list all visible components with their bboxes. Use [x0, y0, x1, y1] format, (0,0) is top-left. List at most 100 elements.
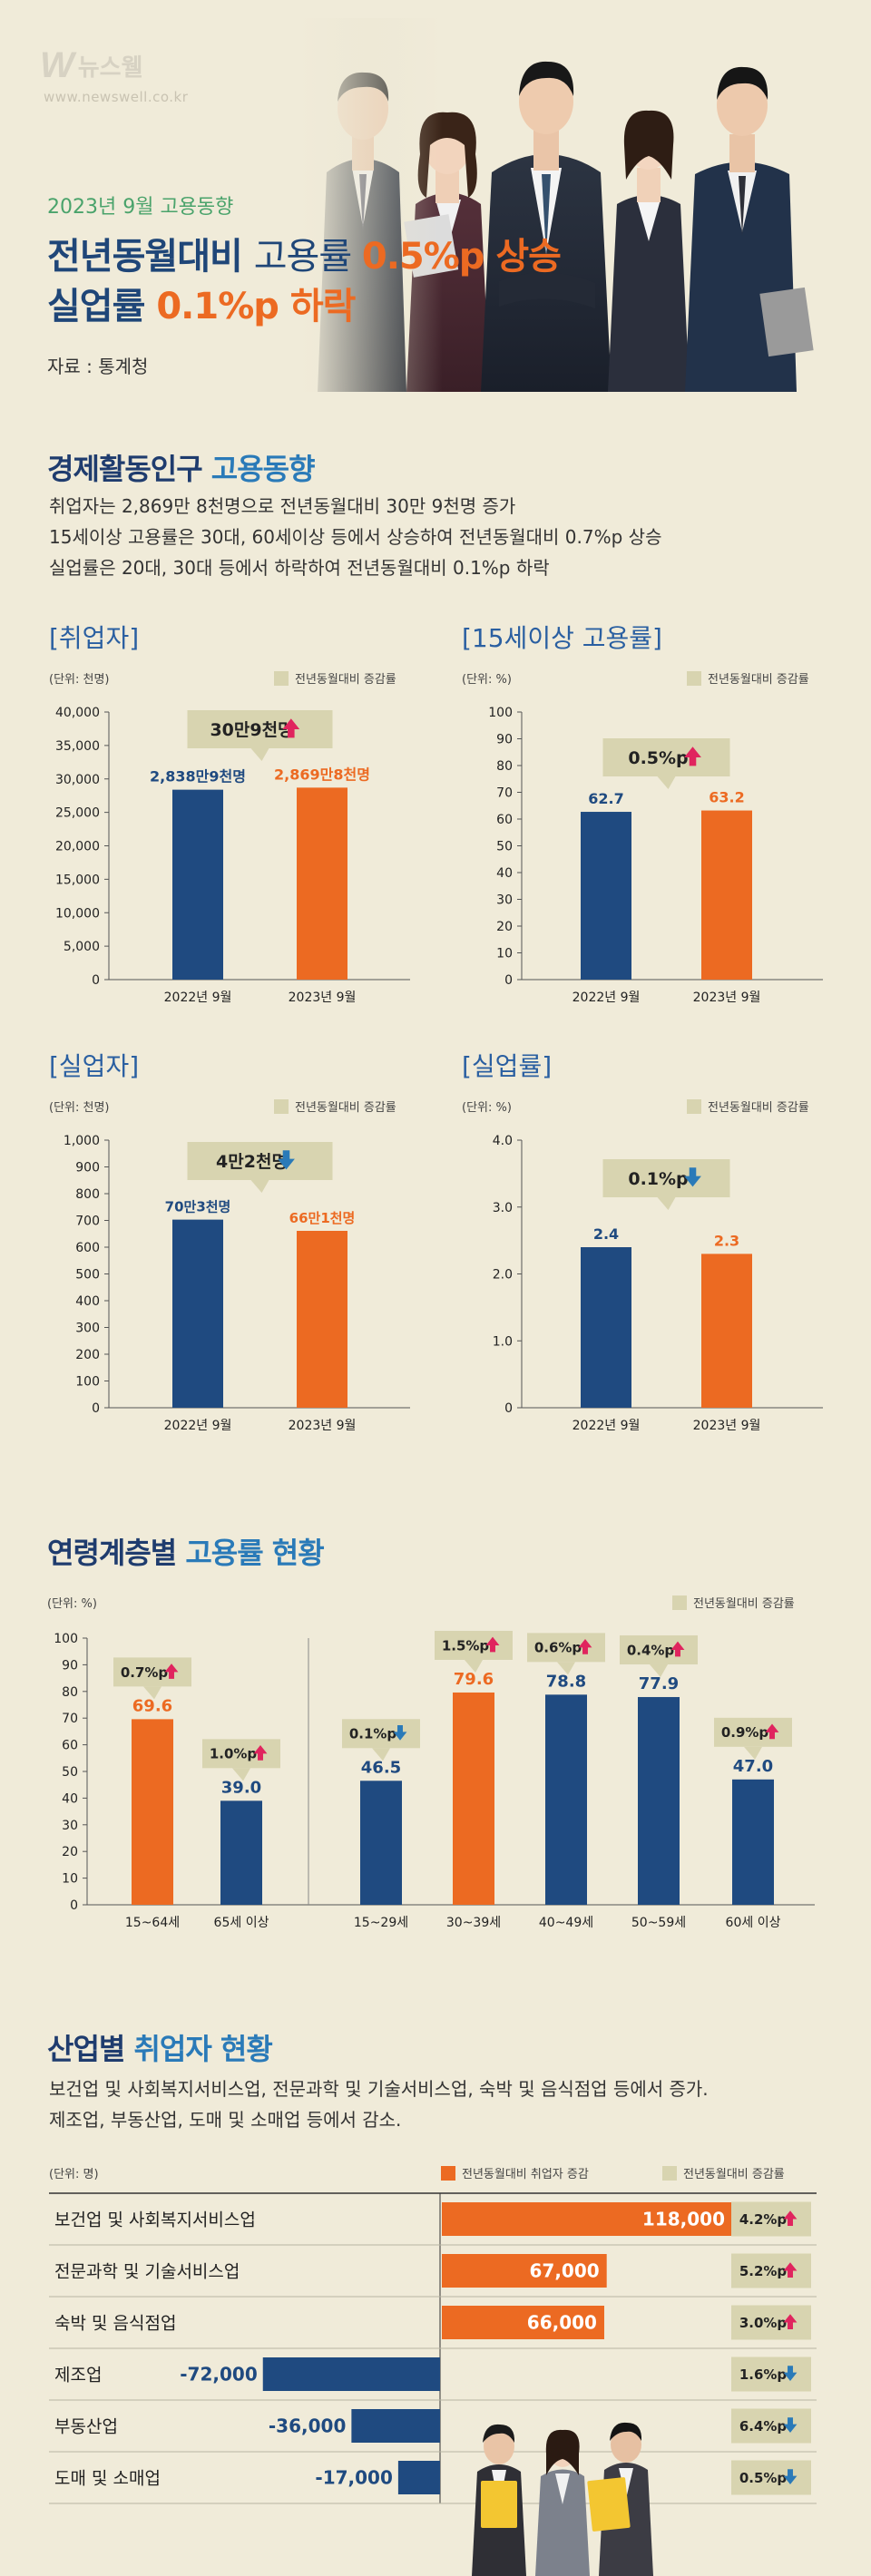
- age-chart-unit: (단위: %): [47, 1597, 97, 1611]
- section-title-employment: 경제활동인구 고용동향: [47, 446, 316, 488]
- y-tick-label: 10: [62, 1872, 78, 1887]
- value-label: 70만3천명: [165, 1199, 231, 1215]
- value-label: 2,838만9천명: [150, 768, 246, 785]
- y-tick-label: 80: [496, 759, 513, 774]
- y-tick-label: 10,000: [55, 906, 100, 921]
- age-chart-legend: 전년동월대비 증감률: [672, 1594, 795, 1611]
- logo: W 뉴스웰: [40, 45, 143, 86]
- up-arrow-icon: [783, 2262, 798, 2278]
- y-tick-label: 20: [62, 1845, 78, 1859]
- section-desc-industry: 보건업 및 사회복지서비스업, 전문과학 및 기술서비스업, 숙박 및 음식점업…: [49, 2073, 709, 2135]
- badge-pointer: [250, 748, 269, 761]
- value-label: -72,000: [180, 2364, 257, 2386]
- change-badge: [602, 1159, 730, 1197]
- badge-pointer: [744, 1746, 762, 1760]
- bar: [442, 2254, 607, 2288]
- change-label: 0.7%p: [121, 1664, 169, 1681]
- hero-headline-1-a: 전년동월대비: [47, 236, 254, 278]
- section-title-industry-a: 산업별: [47, 2032, 134, 2066]
- hero-headline-2: 실업률 0.1%p 하락: [47, 277, 356, 329]
- y-tick-label: 40,000: [55, 706, 100, 720]
- age-chart: 100908070605040302010069.615~64세0.7%p39.…: [54, 1630, 815, 1930]
- legend-swatch: [687, 1099, 701, 1114]
- y-tick-label: 3.0: [493, 1201, 513, 1215]
- up-arrow-icon: [485, 1636, 500, 1653]
- source-text: 자료 : 통계청: [47, 356, 149, 377]
- industry-chart: 보건업 및 사회복지서비스업 118,000 4.2%p 전문과학 및 기술서비스업 6…: [49, 2192, 817, 2504]
- change-badge: [731, 2460, 811, 2495]
- y-tick-label: 0: [504, 973, 513, 988]
- up-arrow-icon: [783, 2210, 798, 2226]
- change-badge: [187, 710, 333, 748]
- bar: [262, 2357, 440, 2391]
- x-tick-label: 2022년 9월: [573, 990, 641, 1005]
- x-tick-label: 2022년 9월: [164, 1419, 232, 1433]
- change-badge: [714, 1717, 792, 1747]
- bar: [172, 789, 223, 980]
- value-label: 39.0: [221, 1778, 261, 1797]
- badge-pointer: [232, 1768, 250, 1781]
- y-tick-label: 10: [496, 947, 513, 961]
- bar: [442, 2306, 604, 2339]
- change-badge: [731, 2408, 811, 2444]
- bar: [701, 810, 752, 980]
- industry-label: 부동산업: [54, 2417, 118, 2437]
- desc-line: 취업자는 2,869만 8천명으로 전년동월대비 30만 9천명 증가: [49, 495, 516, 517]
- change-badge: [731, 2305, 811, 2340]
- legend-swatch: [662, 2165, 677, 2181]
- change-label: 0.1%p: [349, 1726, 397, 1742]
- section-title-industry-b: 취업자 현황: [133, 2032, 272, 2066]
- change-label: 6.4%p: [739, 2418, 788, 2435]
- legend-swatch: [672, 1595, 687, 1610]
- change-badge: [187, 1142, 333, 1180]
- y-tick-label: 30,000: [55, 773, 100, 787]
- y-tick-label: 2.0: [493, 1268, 513, 1283]
- change-badge: [113, 1657, 191, 1687]
- industry-label: 숙박 및 음식점업: [54, 2314, 176, 2334]
- section-desc-employment: 취업자는 2,869만 8천명으로 전년동월대비 30만 9천명 증가 15세이…: [49, 491, 661, 583]
- y-tick-label: 50: [496, 840, 513, 854]
- bar: [442, 2202, 732, 2236]
- up-arrow-icon: [765, 1723, 779, 1740]
- desc-line: 보건업 및 사회복지서비스업, 전문과학 및 기술서비스업, 숙박 및 음식점업…: [49, 2078, 709, 2100]
- y-tick-label: 700: [75, 1215, 100, 1229]
- chart-title: [15세이상 고용률]: [462, 623, 662, 653]
- change-label: 4.2%p: [739, 2211, 788, 2228]
- bar: [297, 1231, 347, 1408]
- value-label: 67,000: [530, 2260, 600, 2282]
- section-title-age-b: 고용률 현황: [185, 1536, 324, 1570]
- y-tick-label: 90: [496, 733, 513, 747]
- legend-swatch: [274, 671, 289, 686]
- change-label: 5.2%p: [739, 2263, 788, 2279]
- change-label: 0.5%p: [739, 2470, 788, 2486]
- legend-label: 전년동월대비 증감률: [683, 2168, 785, 2181]
- y-tick-label: 0: [92, 1401, 100, 1416]
- chart-unit: (단위: 천명): [49, 673, 110, 687]
- legend-label: 전년동월대비 증감률: [708, 673, 809, 687]
- bar: [581, 812, 631, 980]
- bar: [453, 1692, 494, 1905]
- y-tick-label: 50: [62, 1765, 78, 1780]
- y-tick-label: 100: [75, 1375, 100, 1390]
- bar: [132, 1719, 173, 1905]
- value-label: 66,000: [527, 2312, 597, 2334]
- bar: [732, 1779, 774, 1905]
- x-tick-label: 65세 이상: [214, 1916, 269, 1930]
- x-tick-label: 50~59세: [631, 1916, 686, 1930]
- value-label: 63.2: [709, 789, 744, 806]
- y-tick-label: 500: [75, 1268, 100, 1283]
- badge-pointer: [557, 1662, 575, 1675]
- value-label: 2,869만8천명: [274, 766, 370, 783]
- change-label: 0.4%p: [627, 1642, 675, 1658]
- hero-subtitle: 2023년 9월 고용동향: [47, 196, 234, 219]
- badge-pointer: [143, 1686, 161, 1700]
- y-tick-label: 100: [488, 706, 513, 720]
- y-tick-label: 15,000: [55, 873, 100, 887]
- change-label: 0.6%p: [534, 1640, 582, 1656]
- up-arrow-icon: [164, 1664, 179, 1679]
- y-tick-label: 300: [75, 1322, 100, 1336]
- up-arrow-icon: [783, 2314, 798, 2329]
- badge-pointer: [465, 1659, 483, 1673]
- badge-pointer: [250, 1180, 269, 1193]
- change-label: 0.5%p: [628, 748, 688, 768]
